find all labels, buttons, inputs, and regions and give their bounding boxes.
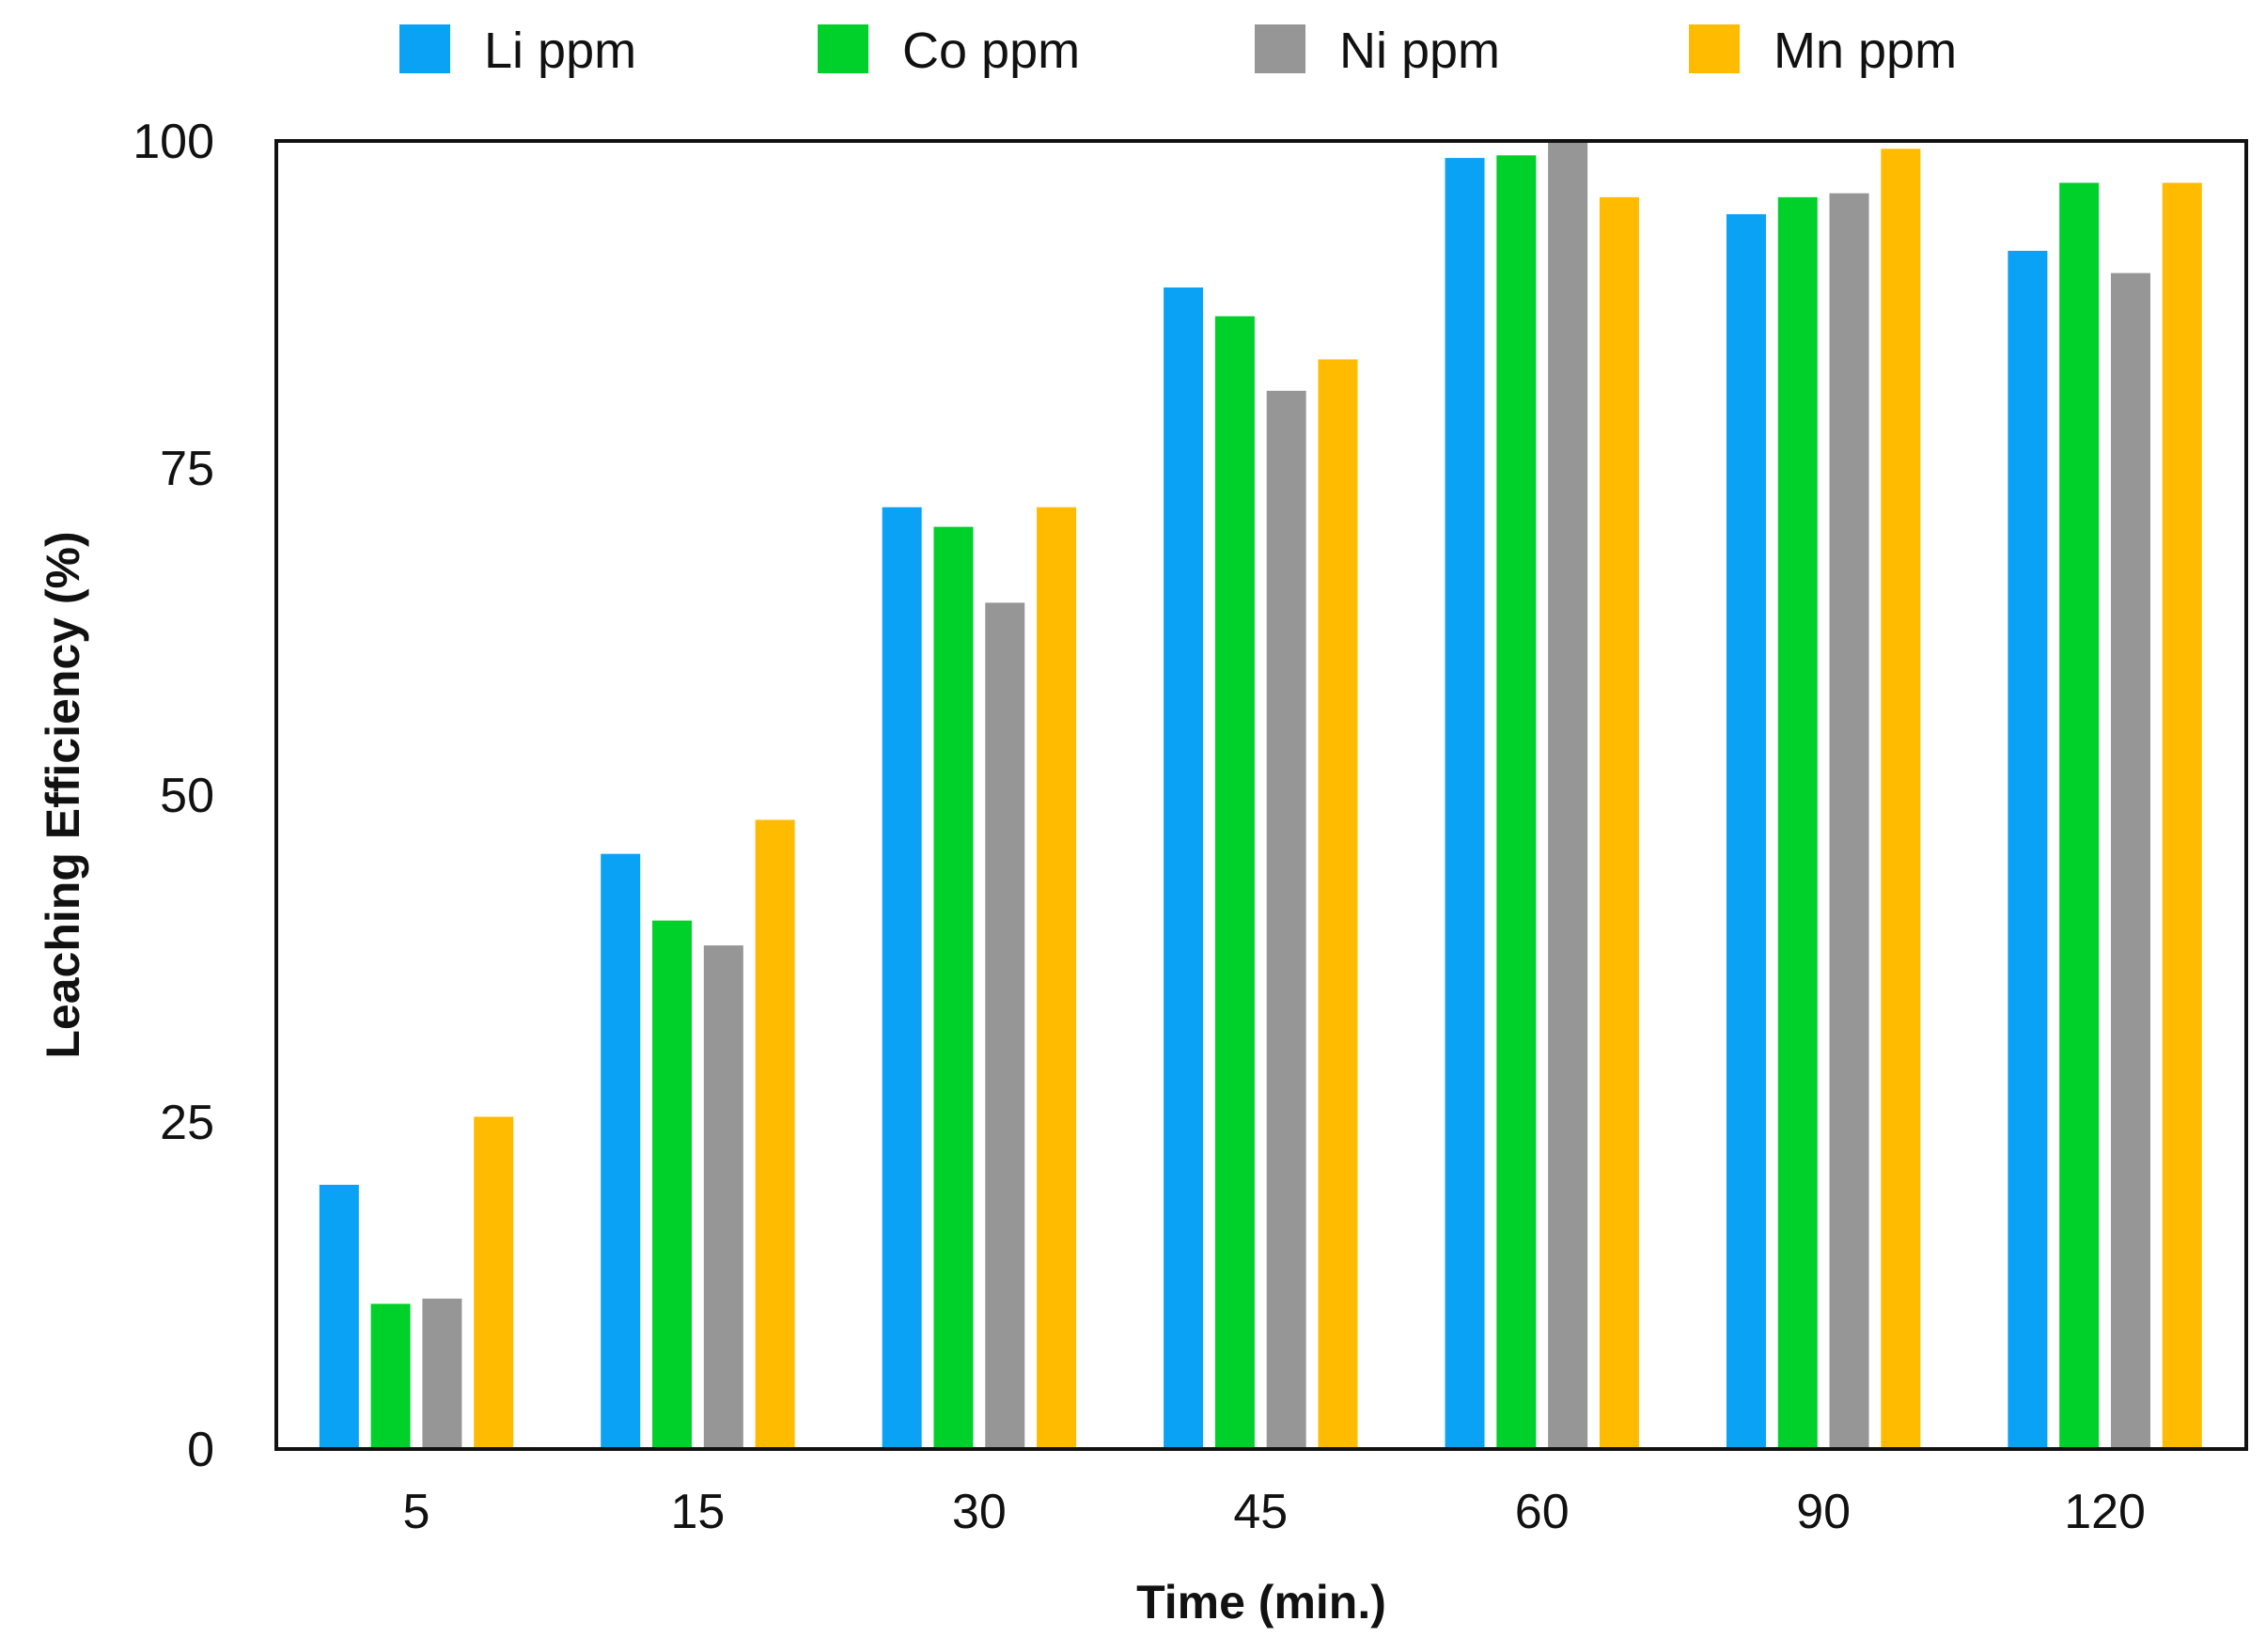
x-tick-label: 5 — [403, 1485, 430, 1539]
bar-li-ppm-60 — [1445, 158, 1485, 1450]
legend-swatch-li-ppm — [399, 24, 450, 73]
legend-label-ni-ppm: Ni ppm — [1339, 23, 1500, 79]
bar-ni-ppm-30 — [985, 602, 1025, 1449]
bar-mn-ppm-30 — [1037, 507, 1077, 1449]
bar-ni-ppm-60 — [1548, 141, 1588, 1449]
bar-mn-ppm-5 — [474, 1116, 514, 1449]
bar-co-ppm-15 — [652, 920, 693, 1449]
legend-swatch-mn-ppm — [1689, 24, 1740, 73]
bar-co-ppm-60 — [1496, 155, 1537, 1449]
bar-ni-ppm-45 — [1266, 390, 1306, 1449]
legend-swatch-ni-ppm — [1255, 24, 1305, 73]
bar-co-ppm-45 — [1214, 316, 1255, 1449]
bar-co-ppm-5 — [370, 1303, 411, 1449]
bar-mn-ppm-120 — [2162, 182, 2202, 1450]
x-tick-label: 30 — [952, 1485, 1007, 1539]
x-tick-label: 90 — [1796, 1485, 1851, 1539]
y-tick-label: 50 — [160, 769, 214, 823]
y-axis-ticks: 0 25 50 75 100 — [133, 115, 214, 1477]
legend: Li ppm Co ppm Ni ppm Mn ppm — [399, 23, 1957, 79]
bar-ni-ppm-90 — [1829, 193, 1869, 1450]
bar-ni-ppm-120 — [2110, 273, 2150, 1449]
legend-swatch-co-ppm — [818, 24, 868, 73]
x-axis-title: Time (min.) — [1136, 1576, 1386, 1629]
bar-mn-ppm-60 — [1599, 196, 1639, 1450]
legend-label-mn-ppm: Mn ppm — [1774, 23, 1957, 79]
bar-co-ppm-120 — [2059, 182, 2100, 1450]
bar-li-ppm-30 — [882, 507, 922, 1449]
bar-mn-ppm-90 — [1881, 148, 1921, 1449]
bar-li-ppm-5 — [319, 1184, 359, 1449]
bar-ni-ppm-5 — [422, 1298, 462, 1449]
y-tick-label: 25 — [160, 1096, 214, 1150]
x-tick-label: 60 — [1515, 1485, 1570, 1539]
bar-mn-ppm-45 — [1318, 359, 1358, 1449]
x-tick-label: 120 — [2064, 1485, 2146, 1539]
bar-co-ppm-30 — [933, 526, 974, 1449]
x-tick-label: 15 — [671, 1485, 726, 1539]
x-axis-ticks: 5 15 30 45 60 90 120 — [403, 1485, 2146, 1539]
y-tick-label: 75 — [160, 442, 214, 496]
bar-co-ppm-90 — [1777, 196, 1818, 1450]
bar-li-ppm-15 — [601, 853, 641, 1449]
plot-frame — [274, 139, 2248, 1451]
legend-label-li-ppm: Li ppm — [484, 23, 636, 79]
bar-li-ppm-90 — [1726, 213, 1766, 1449]
y-tick-label: 0 — [187, 1423, 214, 1477]
x-tick-label: 45 — [1233, 1485, 1288, 1539]
bar-li-ppm-45 — [1164, 287, 1204, 1449]
bars — [319, 141, 2202, 1450]
y-tick-label: 100 — [133, 115, 214, 169]
y-axis-title: Leaching Efficiency (%) — [37, 531, 89, 1058]
bar-li-ppm-120 — [2008, 250, 2048, 1450]
bar-ni-ppm-15 — [703, 945, 743, 1449]
legend-label-co-ppm: Co ppm — [902, 23, 1080, 79]
bar-mn-ppm-15 — [755, 819, 795, 1449]
